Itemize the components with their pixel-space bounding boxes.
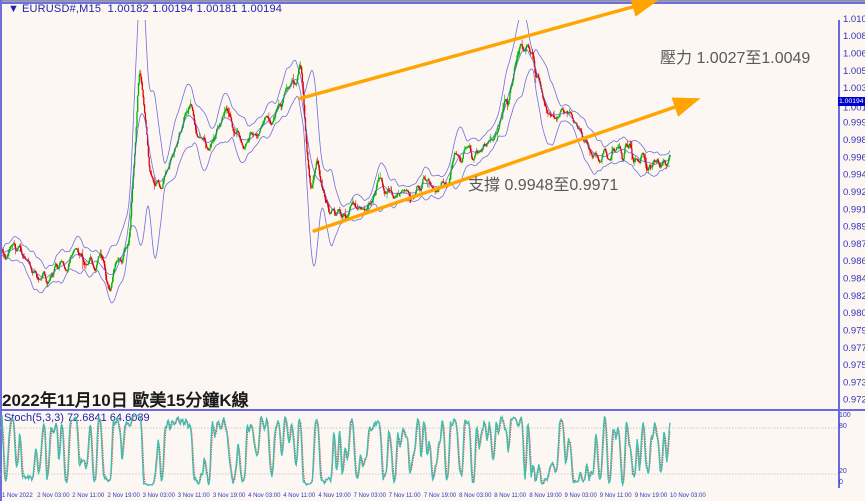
svg-text:4 Nov 03:00: 4 Nov 03:00 <box>248 493 281 499</box>
svg-text:0.98600: 0.98600 <box>843 256 865 267</box>
svg-text:1.00330: 1.00330 <box>843 83 865 94</box>
svg-text:3 Nov 11:00: 3 Nov 11:00 <box>178 493 211 499</box>
svg-text:4 Nov 19:00: 4 Nov 19:00 <box>318 493 351 499</box>
svg-text:1.00850: 1.00850 <box>843 31 865 42</box>
svg-text:8 Nov 19:00: 8 Nov 19:00 <box>529 493 562 499</box>
svg-text:8 Nov 11:00: 8 Nov 11:00 <box>494 493 527 499</box>
svg-text:9 Nov 11:00: 9 Nov 11:00 <box>600 493 633 499</box>
svg-text:7 Nov 19:00: 7 Nov 19:00 <box>424 493 457 499</box>
svg-text:0.97215: 0.97215 <box>843 395 865 406</box>
svg-text:0.97905: 0.97905 <box>843 326 865 337</box>
svg-text:0.98250: 0.98250 <box>843 291 865 302</box>
svg-text:4 Nov 11:00: 4 Nov 11:00 <box>283 493 316 499</box>
svg-text:1.00500: 1.00500 <box>843 66 865 77</box>
svg-text:1.01020: 1.01020 <box>843 14 865 25</box>
svg-text:8 Nov 03:00: 8 Nov 03:00 <box>459 493 492 499</box>
svg-text:0.97730: 0.97730 <box>843 343 865 354</box>
svg-text:7 Nov 11:00: 7 Nov 11:00 <box>389 493 422 499</box>
svg-text:2 Nov 11:00: 2 Nov 11:00 <box>72 493 105 499</box>
svg-text:0.99115: 0.99115 <box>843 205 865 216</box>
svg-text:3 Nov 19:00: 3 Nov 19:00 <box>213 493 246 499</box>
svg-text:0.99635: 0.99635 <box>843 153 865 164</box>
svg-text:10 Nov 03:00: 10 Nov 03:00 <box>670 493 706 499</box>
svg-text:0.98770: 0.98770 <box>843 239 865 250</box>
svg-text:1 Nov 2022: 1 Nov 2022 <box>2 493 33 499</box>
svg-text:0.98945: 0.98945 <box>843 222 865 233</box>
svg-text:0.99985: 0.99985 <box>843 118 865 129</box>
svg-text:0.98080: 0.98080 <box>843 308 865 319</box>
svg-text:7 Nov 03:00: 7 Nov 03:00 <box>354 493 387 499</box>
svg-text:9 Nov 03:00: 9 Nov 03:00 <box>565 493 598 499</box>
svg-text:0.97385: 0.97385 <box>843 378 865 389</box>
svg-text:0.99290: 0.99290 <box>843 187 865 198</box>
svg-text:0.98425: 0.98425 <box>843 274 865 285</box>
svg-text:2 Nov 19:00: 2 Nov 19:00 <box>108 493 141 499</box>
svg-text:2 Nov 03:00: 2 Nov 03:00 <box>37 493 70 499</box>
svg-text:0.97560: 0.97560 <box>843 360 865 371</box>
svg-text:0.99810: 0.99810 <box>843 135 865 146</box>
svg-text:3 Nov 03:00: 3 Nov 03:00 <box>143 493 176 499</box>
svg-text:0.99465: 0.99465 <box>843 170 865 181</box>
svg-text:9 Nov 19:00: 9 Nov 19:00 <box>635 493 668 499</box>
svg-text:1.00675: 1.00675 <box>843 49 865 60</box>
